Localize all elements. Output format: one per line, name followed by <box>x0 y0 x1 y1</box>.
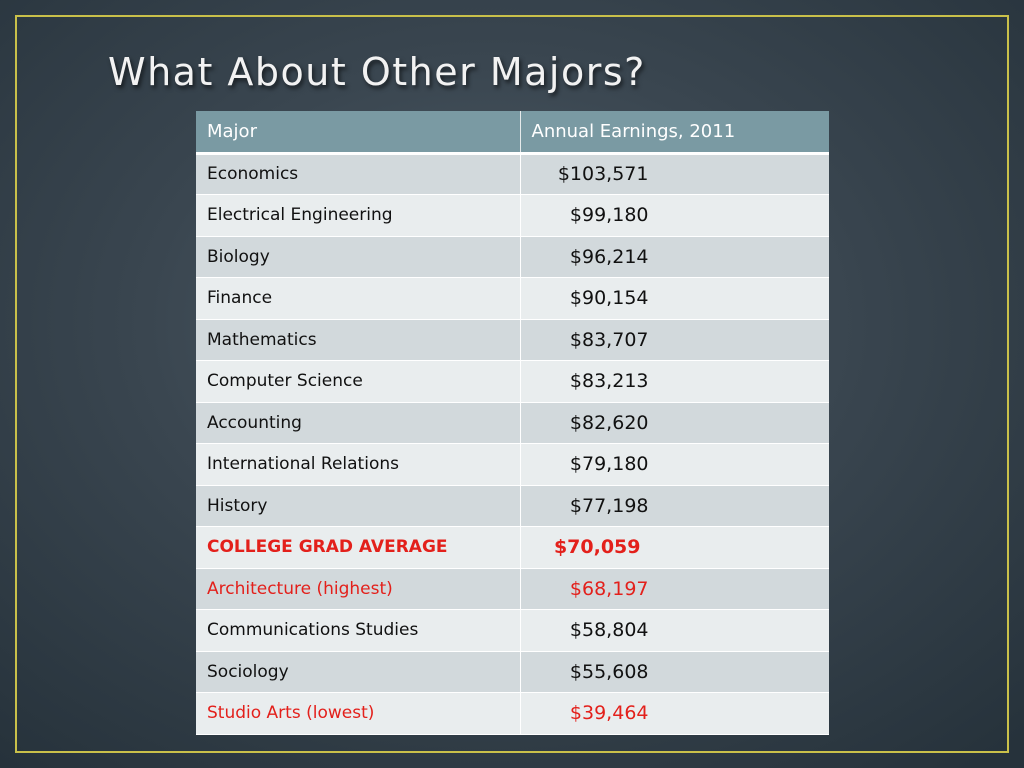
table-row: International Relations $79,180 <box>196 443 829 486</box>
earnings-cell: $39,464 <box>520 692 829 735</box>
earnings-cell: $55,608 <box>520 651 829 693</box>
major-cell: Sociology <box>196 651 521 693</box>
earnings-value: $99,180 <box>569 204 649 227</box>
earnings-value: $55,608 <box>569 660 649 683</box>
table-row: Finance $90,154 <box>196 277 829 320</box>
earnings-cell: $99,180 <box>520 194 829 237</box>
major-cell: History <box>196 485 521 527</box>
table-row: Sociology $55,608 <box>196 651 829 693</box>
earnings-value: $96,214 <box>569 245 649 268</box>
slide-frame <box>15 15 1009 753</box>
earnings-cell: $70,059 <box>520 526 829 569</box>
earnings-cell: $83,707 <box>520 319 829 361</box>
earnings-cell: $90,154 <box>520 277 829 320</box>
slide-title: What About Other Majors? <box>108 50 646 94</box>
table-row: Economics $103,571 <box>196 153 829 195</box>
earnings-table: Major Annual Earnings, 2011 Economics $1… <box>196 111 829 735</box>
major-cell: Biology <box>196 236 521 278</box>
table-row: Electrical Engineering $99,180 <box>196 194 829 237</box>
table-row-lowest: Studio Arts (lowest) $39,464 <box>196 692 829 735</box>
major-cell: Architecture (highest) <box>196 568 521 610</box>
major-cell: Computer Science <box>196 360 521 403</box>
earnings-cell: $82,620 <box>520 402 829 444</box>
earnings-cell: $58,804 <box>520 609 829 652</box>
table-row: Communications Studies $58,804 <box>196 609 829 652</box>
major-cell: Mathematics <box>196 319 521 361</box>
earnings-value: $82,620 <box>569 411 649 434</box>
table-row-college-grad-average: COLLEGE GRAD AVERAGE $70,059 <box>196 526 829 569</box>
earnings-value: $77,198 <box>569 494 649 517</box>
table-row: Accounting $82,620 <box>196 402 829 444</box>
table-row: Mathematics $83,707 <box>196 319 829 361</box>
table-row: Biology $96,214 <box>196 236 829 278</box>
earnings-cell: $103,571 <box>520 153 829 195</box>
earnings-value: $90,154 <box>569 287 649 310</box>
earnings-value: $39,464 <box>569 702 649 725</box>
table-row-highest: Architecture (highest) $68,197 <box>196 568 829 610</box>
earnings-cell: $79,180 <box>520 443 829 486</box>
earnings-cell: $96,214 <box>520 236 829 278</box>
major-cell: Studio Arts (lowest) <box>196 692 521 735</box>
earnings-value: $70,059 <box>553 536 641 559</box>
earnings-value: $83,707 <box>569 328 649 351</box>
major-cell: COLLEGE GRAD AVERAGE <box>196 526 521 569</box>
earnings-value: $103,571 <box>557 163 649 186</box>
table-header-row: Major Annual Earnings, 2011 <box>196 111 829 155</box>
major-cell: Electrical Engineering <box>196 194 521 237</box>
major-cell: Accounting <box>196 402 521 444</box>
header-annual-earnings: Annual Earnings, 2011 <box>520 111 829 155</box>
earnings-cell: $68,197 <box>520 568 829 610</box>
earnings-cell: $83,213 <box>520 360 829 403</box>
table-row: History $77,198 <box>196 485 829 527</box>
earnings-value: $79,180 <box>569 453 649 476</box>
table-row: Computer Science $83,213 <box>196 360 829 403</box>
major-cell: International Relations <box>196 443 521 486</box>
earnings-value: $58,804 <box>569 619 649 642</box>
major-cell: Finance <box>196 277 521 320</box>
earnings-value: $83,213 <box>569 370 649 393</box>
earnings-cell: $77,198 <box>520 485 829 527</box>
earnings-value: $68,197 <box>569 577 649 600</box>
major-cell: Economics <box>196 153 521 195</box>
header-major: Major <box>196 111 521 155</box>
major-cell: Communications Studies <box>196 609 521 652</box>
